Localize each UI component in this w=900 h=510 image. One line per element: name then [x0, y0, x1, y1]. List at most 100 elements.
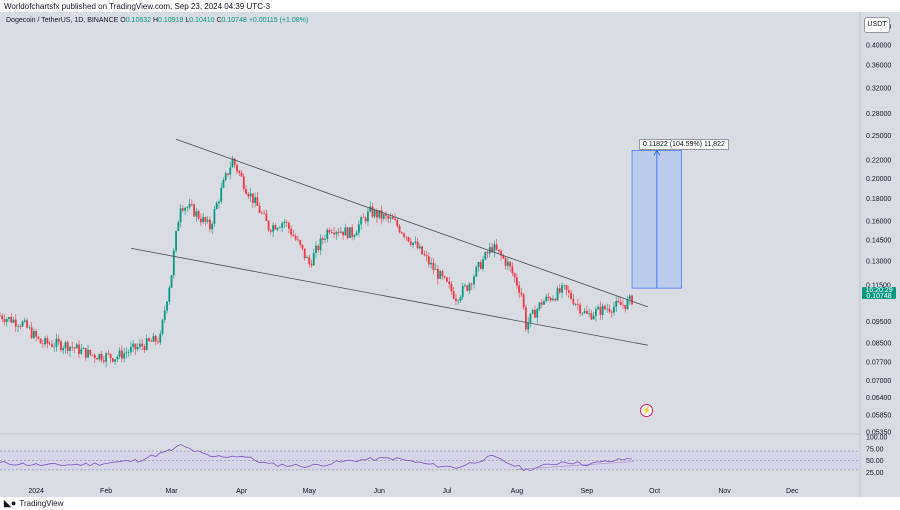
candle-body: [328, 230, 331, 233]
candle-body: [554, 298, 557, 301]
candle-body: [233, 158, 236, 165]
price-tick-label: 0.06400: [866, 395, 891, 402]
candle-body: [209, 219, 211, 230]
candle-body: [69, 346, 71, 351]
candle-body: [107, 353, 110, 354]
price-tick-label: 0.40000: [866, 42, 891, 49]
price-tick-label: 0.05350: [866, 430, 891, 437]
candle-body: [215, 203, 218, 210]
candle-body: [511, 266, 514, 274]
candle-body: [423, 254, 426, 256]
candle-body: [317, 245, 320, 251]
candle-body: [552, 298, 554, 301]
time-tick-label: Dec: [786, 488, 799, 495]
candle-body: [249, 193, 252, 197]
candle-body: [60, 341, 62, 351]
candle-body: [35, 331, 38, 337]
candle-body: [278, 227, 281, 229]
candle-body: [26, 320, 28, 328]
candle-body: [486, 252, 489, 254]
candle-body: [21, 321, 24, 327]
time-tick-label: Nov: [718, 488, 731, 495]
candle-body: [348, 227, 351, 238]
candle-body: [263, 213, 265, 214]
candle-body: [369, 206, 372, 212]
candle-body: [574, 303, 577, 305]
candle-body: [179, 208, 182, 223]
candle-body: [337, 232, 340, 233]
candle-body: [159, 333, 162, 343]
time-tick-label: 2024: [28, 488, 44, 495]
price-tick-label: 0.08500: [866, 340, 891, 347]
candle-body: [385, 214, 387, 217]
candle-body: [509, 261, 512, 267]
candle-body: [493, 244, 496, 252]
candle-body: [484, 252, 487, 260]
wedge-trendline: [175, 138, 648, 308]
candle-body: [39, 338, 42, 344]
candle-body: [378, 210, 381, 218]
candle-body: [186, 207, 189, 208]
candle-body: [152, 335, 155, 342]
candle-body: [538, 302, 541, 309]
candle-body: [41, 343, 44, 345]
candle-body: [274, 225, 277, 230]
time-tick-label: Jun: [374, 488, 385, 495]
candle-body: [204, 217, 207, 222]
candle-body: [166, 301, 168, 311]
candle-body: [148, 338, 150, 341]
time-axis: 2024 Feb Mar Apr May Jun Jul Aug Sep Oct Nov Dec: [28, 488, 799, 495]
rsi-tick-label: 100.00: [866, 435, 888, 442]
candle-body: [14, 319, 17, 327]
candle-body: [30, 327, 33, 338]
candle-body: [154, 335, 157, 342]
candle-body: [619, 301, 622, 305]
price-tick-label: 0.18000: [866, 196, 891, 203]
candle-body: [157, 341, 159, 343]
candle-body: [73, 347, 76, 349]
candle-body: [197, 211, 200, 219]
candle-body: [247, 193, 250, 197]
candle-body: [416, 241, 419, 249]
candle-body: [292, 234, 295, 237]
candle-body: [109, 353, 112, 359]
candle-body: [628, 295, 631, 300]
candle-body: [8, 316, 10, 319]
candle-body: [516, 277, 518, 286]
currency-button[interactable]: USDT: [864, 17, 890, 33]
candle-body: [170, 275, 173, 288]
time-tick-label: Jul: [442, 488, 451, 495]
candle-body: [105, 353, 107, 362]
candle-body: [520, 292, 523, 295]
candle-body: [545, 296, 548, 302]
candle-body: [245, 188, 247, 194]
candle-body: [220, 187, 223, 202]
publisher-header: Worldofchartsfx published on TradingView…: [4, 2, 271, 11]
candle-body: [294, 236, 297, 240]
candle-body: [145, 338, 148, 350]
candle-body: [297, 239, 299, 241]
candle-body: [367, 211, 369, 222]
candle-body: [604, 305, 606, 310]
candle-body: [3, 319, 6, 323]
candle-body: [12, 319, 15, 323]
tradingview-logo-icon: ◣●: [4, 498, 17, 508]
candle-body: [414, 241, 417, 243]
candle-body: [373, 210, 376, 217]
candle-body: [624, 305, 627, 310]
candle-body: [565, 285, 568, 291]
tradingview-footer: ◣● TradingView: [0, 497, 900, 510]
candle-body: [213, 209, 216, 224]
candle-body: [461, 285, 464, 298]
measure-range-box: [631, 149, 682, 289]
candle-body: [536, 308, 539, 318]
event-bolt-icon[interactable]: ⚡: [640, 404, 653, 417]
last-price-countdown: 16:20:29: [865, 287, 893, 294]
open-label: O: [120, 17, 126, 24]
time-tick-label: Mar: [166, 488, 179, 495]
candle-body: [260, 212, 263, 214]
candle-body: [281, 223, 284, 228]
candle-body: [430, 262, 433, 265]
